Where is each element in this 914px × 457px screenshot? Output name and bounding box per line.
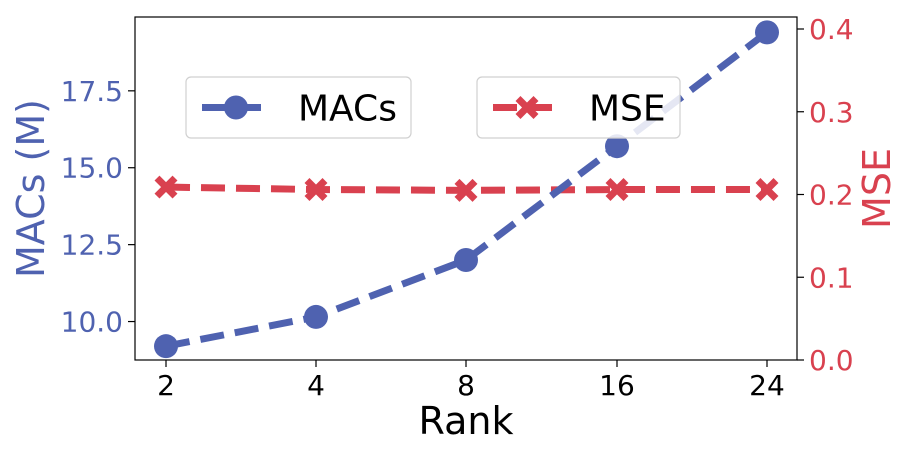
legend-item-mse: MSE [476,76,681,139]
x-tick-label: 8 [457,369,475,402]
point-macs [454,248,478,273]
y-right-tick-label: 0.3 [809,96,854,129]
y-right-tick-label: 0.4 [809,13,854,46]
y-right-tick-label: 0.2 [809,179,854,212]
legend-label: MACs [298,89,397,130]
point-mse [454,178,478,202]
legend-label: MSE [589,89,666,130]
y-left-axis-label: MACs (M) [9,99,53,278]
series-mse [154,175,779,202]
point-macs [304,304,328,329]
point-mse [755,178,779,202]
x-tick-label: 4 [307,369,325,402]
y-left-tick-label: 15.0 [61,152,123,185]
x-tick-label: 24 [749,369,785,402]
x-tick-label: 2 [157,369,175,402]
y-right-tick-label: 0.1 [809,261,854,294]
y-right-tick-label: 0.0 [809,344,854,377]
point-mse [304,178,328,202]
point-mse [605,178,629,202]
legend: MACs MSE [185,76,681,139]
legend-box [476,76,681,139]
y-left-tick-label: 17.5 [61,75,123,108]
point-macs [755,20,779,45]
x-axis-label: Rank [419,399,514,443]
legend-item-macs: MACs [185,76,412,139]
point-mse [154,175,178,199]
legend-marker [224,95,248,120]
x-tick-label: 16 [599,369,635,402]
series-layer [154,20,779,359]
legend-box [185,76,412,139]
point-macs [605,134,629,159]
y-left-tick-label: 10.0 [61,306,123,339]
legend-marker [515,96,539,119]
point-macs [154,334,178,359]
y-left-tick-label: 12.5 [61,229,123,262]
y-right-axis-label: MSE [855,148,899,229]
